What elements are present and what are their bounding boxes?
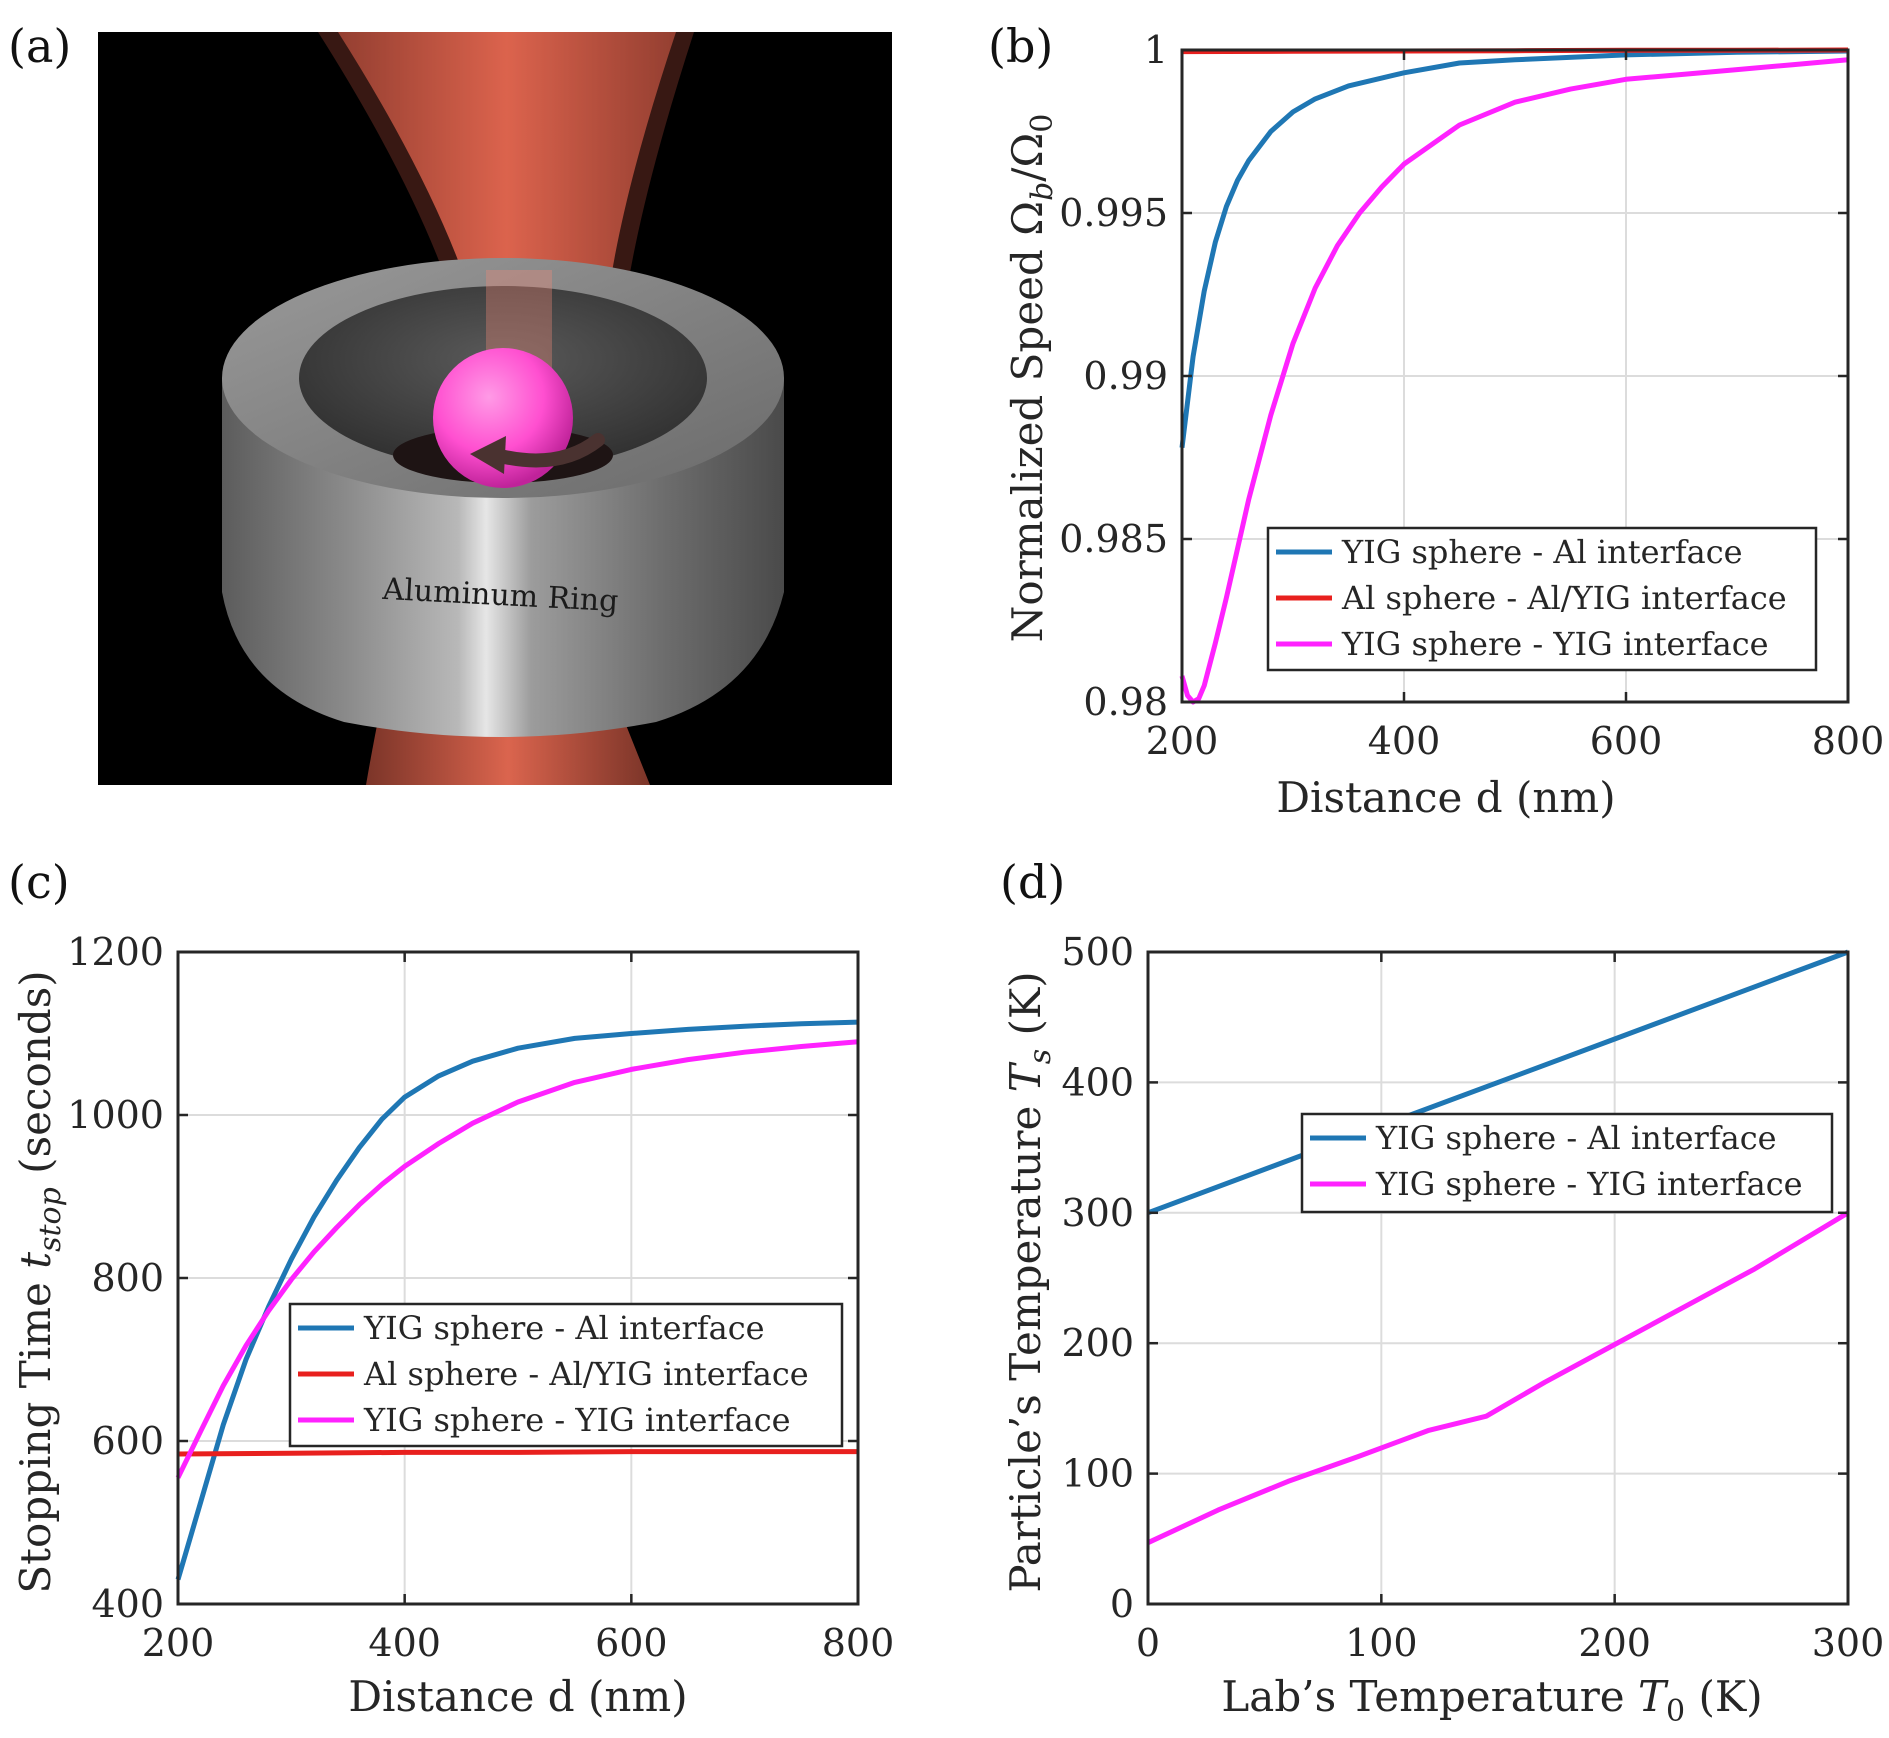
tick-label-x: 200 — [1578, 1621, 1651, 1665]
xlabel-b: Distance d (nm) — [1276, 773, 1615, 822]
tick-label-y: 300 — [1061, 1191, 1134, 1235]
tick-label-y: 0.99 — [1083, 354, 1168, 398]
legend-label: YIG sphere - Al interface — [1375, 1119, 1777, 1157]
tick-label-y: 1200 — [67, 930, 164, 974]
magnetic-sphere — [433, 348, 573, 488]
tick-label-x: 600 — [1590, 719, 1663, 763]
ylabel-c: Stopping Time tstop (seconds) — [11, 970, 68, 1593]
ylabel-d-text: Particle’s Temperature — [1001, 1092, 1050, 1592]
tick-label-y: 100 — [1061, 1452, 1134, 1496]
xlabel-d: Lab’s Temperature T0 (K) — [1221, 1672, 1762, 1729]
tick-label-x: 400 — [368, 1621, 441, 1665]
legend-box — [1300, 1112, 1834, 1214]
xlabel-d-text: Lab’s Temperature — [1221, 1672, 1638, 1721]
chart-b: 200 400 600 800 0.98 0.985 0.99 0.995 1 Distance… — [1003, 28, 1884, 822]
ylabel-d-sub: s — [1023, 1049, 1058, 1064]
tick-label-x: 400 — [1368, 719, 1441, 763]
ylabel-b-slash: /Ω — [1003, 133, 1052, 182]
plot-background — [1148, 952, 1848, 1604]
ylabel-c-sub: stop — [33, 1187, 68, 1252]
xlabel-c: Distance d (nm) — [348, 1672, 687, 1721]
tick-label-y: 400 — [91, 1582, 164, 1626]
xlabel-d-var: T — [1638, 1672, 1669, 1721]
tick-label-x: 800 — [1812, 719, 1885, 763]
legend-d: YIG sphere - Al interface YIG sphere - YI… — [1300, 1112, 1834, 1214]
ylabel-d-unit: (K) — [1001, 971, 1050, 1049]
tick-label-y: 500 — [1061, 930, 1134, 974]
series-line-1 — [177, 1449, 858, 1457]
ylabel-b: Normalized Speed Ωb/Ω0 — [1003, 114, 1060, 643]
panel-label-b: (b) — [988, 19, 1053, 73]
panel-label-a: (a) — [8, 19, 71, 73]
ticks-d: 0 100 200 300 0 100 200 300 400 500 — [1061, 930, 1884, 1665]
ylabel-b-sub: b — [1025, 182, 1060, 201]
ylabel-c-var: t — [11, 1252, 60, 1269]
tick-label-x: 200 — [1146, 719, 1219, 763]
plot-frame-d — [1146, 950, 1850, 1606]
ylabel-c-text: Stopping Time — [11, 1269, 60, 1594]
series-line-2 — [1179, 57, 1849, 705]
series-lines-c — [175, 1019, 859, 1581]
tick-label-y: 1000 — [67, 1093, 164, 1137]
series-line-0 — [1147, 949, 1849, 1216]
xlabel-d-sub: 0 — [1666, 1694, 1685, 1729]
tick-label-y: 200 — [1061, 1321, 1134, 1365]
series-lines-d — [1146, 949, 1850, 1545]
chart-d: 0 100 200 300 0 100 200 300 400 500 Lab’s Tempera… — [1001, 930, 1884, 1729]
tick-label-x: 100 — [1345, 1621, 1418, 1665]
tick-label-x: 600 — [595, 1621, 668, 1665]
tick-label-x: 300 — [1812, 1621, 1885, 1665]
series-line-2 — [175, 1039, 859, 1479]
tick-label-y: 0.995 — [1059, 191, 1168, 235]
ylabel-d-var: T — [1001, 1061, 1050, 1092]
legend-label: YIG sphere - YIG interface — [363, 1401, 791, 1439]
tick-label-y: 1 — [1144, 28, 1168, 72]
tick-label-y: 0 — [1110, 1582, 1134, 1626]
legend-box — [1266, 526, 1818, 672]
tick-label-y: 0.985 — [1059, 517, 1168, 561]
ylabel-b-sub2: 0 — [1025, 114, 1060, 133]
illustration-panel: Aluminum Ring — [98, 32, 892, 785]
tick-label-x: 800 — [822, 1621, 895, 1665]
legend-label: Al sphere - Al/YIG interface — [1341, 579, 1787, 617]
ylabel-d: Particle’s Temperature Ts (K) — [1001, 971, 1058, 1592]
rotation-arrow-head-icon — [470, 436, 506, 474]
tick-label-x: 0 — [1136, 1621, 1160, 1665]
xlabel-d-unit: (K) — [1685, 1672, 1763, 1721]
panel-label-c: (c) — [8, 855, 70, 909]
ticks-b: 200 400 600 800 0.98 0.985 0.99 0.995 1 — [1059, 28, 1884, 763]
legend-label: YIG sphere - Al interface — [363, 1309, 765, 1347]
legend-c: YIG sphere - Al interface Al sphere - Al/… — [288, 1302, 844, 1448]
series-line-0 — [175, 1019, 859, 1581]
ylabel-b-text: Normalized Speed Ω — [1003, 201, 1052, 643]
series-line-1 — [1146, 1210, 1850, 1545]
panel-label-d: (d) — [1000, 855, 1065, 909]
grid-d — [1147, 951, 1849, 1605]
ylabel-c-unit: (seconds) — [11, 970, 60, 1187]
legend-box — [288, 1302, 844, 1448]
tick-label-y: 400 — [1061, 1060, 1134, 1104]
rotation-arrow-icon — [493, 433, 605, 468]
tick-label-y: 600 — [91, 1419, 164, 1463]
legend-label: YIG sphere - YIG interface — [1375, 1165, 1803, 1203]
legend-b: YIG sphere - Al interface Al sphere - Al/… — [1266, 526, 1818, 672]
legend-label: YIG sphere - Al interface — [1341, 533, 1743, 571]
tick-label-y: 800 — [91, 1256, 164, 1300]
tick-label-x: 200 — [142, 1621, 215, 1665]
legend-label: YIG sphere - YIG interface — [1341, 625, 1769, 663]
legend-label: Al sphere - Al/YIG interface — [363, 1355, 809, 1393]
series-line-0 — [1179, 48, 1849, 449]
tick-label-y: 0.98 — [1083, 680, 1168, 724]
